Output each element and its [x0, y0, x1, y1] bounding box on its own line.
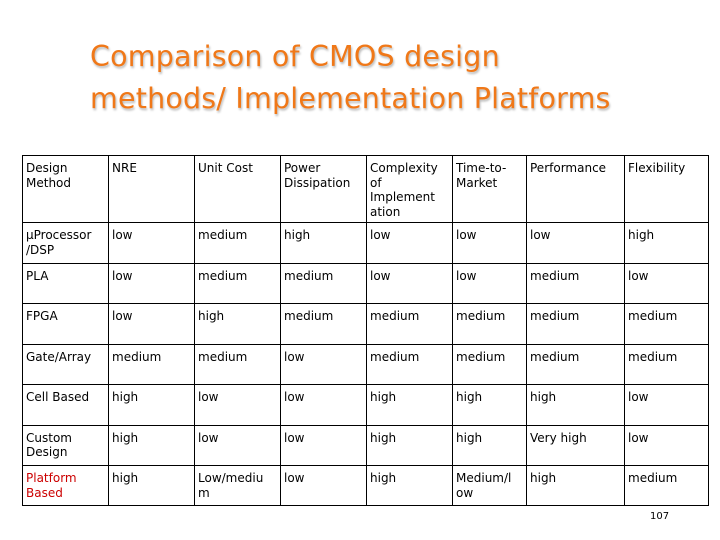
table-cell: Very high — [526, 424, 625, 466]
table-cell: low — [624, 262, 709, 304]
table-cell: low — [108, 262, 195, 304]
table-cell: high — [526, 384, 625, 426]
table-row: PLA low medium medium low low medium low — [22, 262, 709, 304]
table-cell: low — [452, 222, 527, 264]
table-cell: medium — [624, 303, 709, 345]
table-cell: high — [452, 424, 527, 466]
table-cell: µProcessor /DSP — [22, 222, 109, 264]
table-cell: high — [108, 384, 195, 426]
table-cell: medium — [624, 465, 709, 506]
table-cell: low — [366, 222, 453, 264]
header-cell: Flexibility — [624, 155, 709, 223]
table-cell: low — [280, 424, 367, 466]
header-cell: Time-to-Market — [452, 155, 527, 223]
table-cell: medium — [366, 303, 453, 345]
table-cell: low — [526, 222, 625, 264]
table-cell: Custom Design — [22, 424, 109, 466]
table-cell: high — [526, 465, 625, 506]
table-cell: high — [108, 465, 195, 506]
header-cell: Unit Cost — [194, 155, 281, 223]
page-number: 107 — [650, 511, 670, 522]
table-cell: low — [624, 424, 709, 466]
table-cell-text: Platform Based — [26, 471, 77, 500]
table-cell: high — [280, 222, 367, 264]
table-cell: low — [366, 262, 453, 304]
table-cell: high — [624, 222, 709, 264]
table-cell: Cell Based — [22, 384, 109, 426]
table-cell: low — [280, 465, 367, 506]
table-cell: medium — [526, 343, 625, 385]
title-line-1: Comparison of CMOS design — [90, 40, 500, 73]
table-cell: Platform Based — [22, 465, 109, 506]
table-header-row: Design Method NRE Unit Cost Power Dissip… — [22, 155, 709, 223]
table-cell: medium — [452, 303, 527, 345]
table-cell: low — [194, 424, 281, 466]
table-cell: high — [366, 424, 453, 466]
table-row: Platform Based high Low/mediu m low high… — [22, 465, 709, 506]
comparison-table: Design Method NRE Unit Cost Power Dissip… — [22, 155, 709, 506]
table-cell: low — [280, 384, 367, 426]
table-cell: low — [624, 384, 709, 426]
table-cell: high — [194, 303, 281, 345]
table-cell: high — [108, 424, 195, 466]
table-cell: low — [452, 262, 527, 304]
table-cell: low — [108, 303, 195, 345]
table-row: Cell Based high low low high high high l… — [22, 384, 709, 426]
table-cell: medium — [526, 303, 625, 345]
table-cell: low — [194, 384, 281, 426]
table-row: Gate/Array medium medium low medium medi… — [22, 343, 709, 385]
table-cell: medium — [194, 262, 281, 304]
table-row: µProcessor /DSP low medium high low low … — [22, 222, 709, 264]
header-cell: NRE — [108, 155, 195, 223]
header-cell: Power Dissipation — [280, 155, 367, 223]
table-cell: high — [452, 384, 527, 426]
header-cell: Design Method — [22, 155, 109, 223]
table-cell: Low/mediu m — [194, 465, 281, 506]
table-cell: medium — [194, 222, 281, 264]
header-cell: Performance — [526, 155, 625, 223]
table-cell: medium — [194, 343, 281, 385]
table-row: Custom Design high low low high high Ver… — [22, 424, 709, 466]
table-cell: medium — [108, 343, 195, 385]
table-cell: high — [366, 384, 453, 426]
table-cell: Gate/Array — [22, 343, 109, 385]
title-line-2: methods/ Implementation Platforms — [90, 82, 611, 115]
table-cell: medium — [366, 343, 453, 385]
table-cell: medium — [280, 262, 367, 304]
table-row: FPGA low high medium medium medium mediu… — [22, 303, 709, 345]
table-cell: low — [108, 222, 195, 264]
slide-title: Comparison of CMOS design methods/ Imple… — [90, 36, 700, 120]
table-cell: PLA — [22, 262, 109, 304]
table-cell: medium — [280, 303, 367, 345]
table-cell: Medium/l ow — [452, 465, 527, 506]
table-cell: medium — [624, 343, 709, 385]
table-cell: medium — [526, 262, 625, 304]
table-cell: medium — [452, 343, 527, 385]
header-cell: Complexity of Implement ation — [366, 155, 453, 223]
table-cell: FPGA — [22, 303, 109, 345]
table-cell: low — [280, 343, 367, 385]
table-cell: high — [366, 465, 453, 506]
